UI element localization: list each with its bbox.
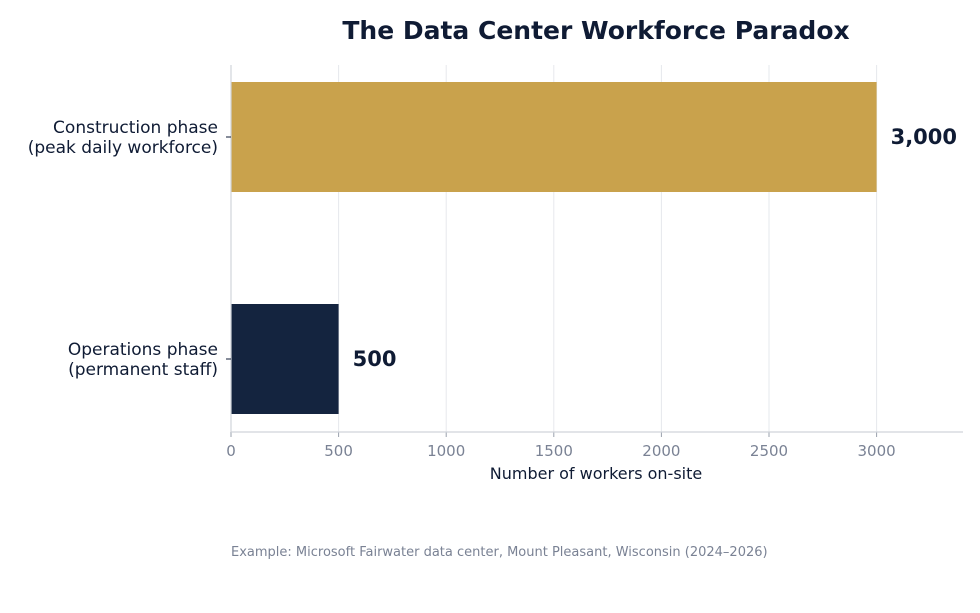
x-tick-label: 1000 bbox=[427, 442, 465, 460]
bars bbox=[231, 82, 877, 414]
data-label: 500 bbox=[353, 347, 397, 371]
bar bbox=[231, 82, 877, 192]
x-tick-label: 500 bbox=[324, 442, 353, 460]
footnote: Example: Microsoft Fairwater data center… bbox=[231, 545, 768, 560]
category-label: Construction phase (peak daily workforce) bbox=[28, 118, 218, 158]
x-tick-label: 2000 bbox=[642, 442, 680, 460]
axes bbox=[226, 65, 963, 437]
x-axis-title: Number of workers on-site bbox=[490, 464, 702, 483]
x-tick-label: 0 bbox=[226, 442, 236, 460]
x-tick-label: 2500 bbox=[750, 442, 788, 460]
x-tick-label: 1500 bbox=[535, 442, 573, 460]
data-label: 3,000 bbox=[891, 125, 957, 149]
x-tick-label: 3000 bbox=[858, 442, 896, 460]
bar bbox=[231, 304, 339, 414]
labels: 0 500 1000 1500 2000 2500 3000 Construction pha… bbox=[28, 118, 957, 460]
category-label: Operations phase (permanent staff) bbox=[68, 340, 218, 380]
chart-title: The Data Center Workforce Paradox bbox=[342, 16, 849, 45]
